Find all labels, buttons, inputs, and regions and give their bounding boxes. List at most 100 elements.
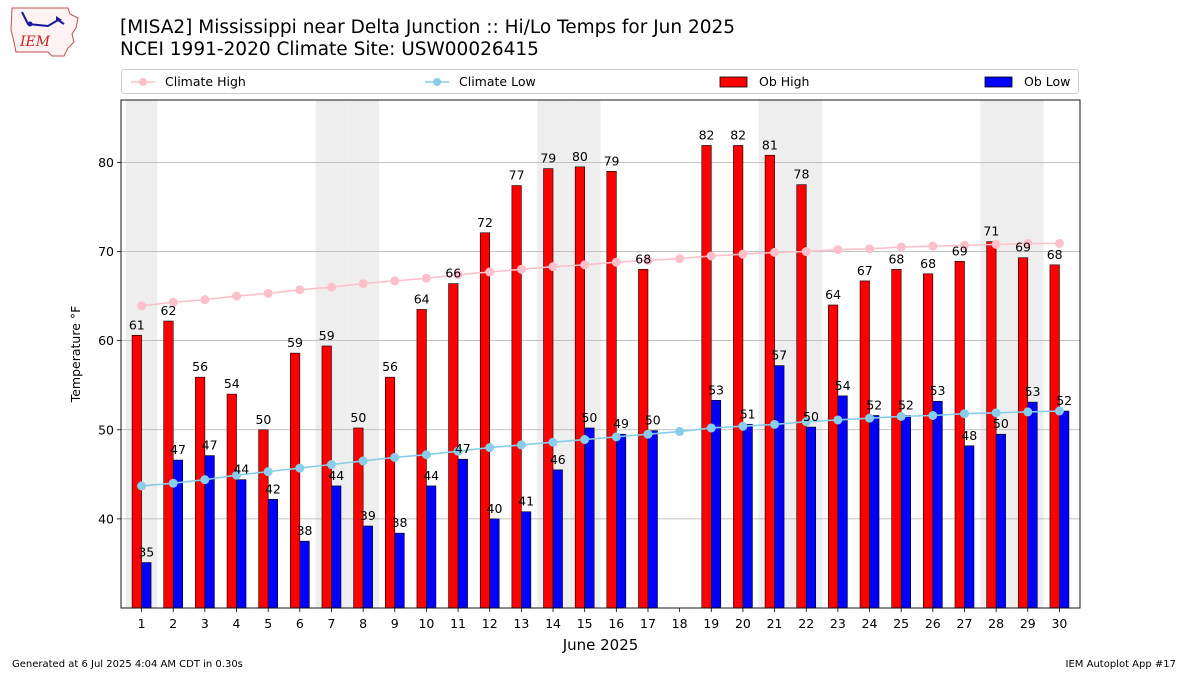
- x-tick-label: 22: [798, 616, 814, 631]
- climate-high-point: [295, 285, 305, 295]
- data-label-ob-high: 64: [414, 291, 430, 306]
- data-label-ob-high: 77: [509, 168, 525, 183]
- climate-low-point: [137, 481, 147, 491]
- bar-ob-high: [828, 304, 839, 609]
- legend-label: Climate Low: [459, 74, 536, 89]
- x-tick-label: 9: [391, 616, 399, 631]
- x-tick-label: 1: [138, 616, 146, 631]
- climate-high-point: [833, 245, 843, 255]
- bar-ob-high: [606, 170, 617, 609]
- data-label-ob-high: 64: [825, 287, 841, 302]
- plot-frame: [120, 99, 1081, 609]
- bar-ob-low: [964, 445, 975, 609]
- x-tick-label: 25: [893, 616, 909, 631]
- bar-ob-high: [923, 273, 934, 609]
- x-tick-label: 29: [1020, 616, 1036, 631]
- climate-low-point: [959, 409, 969, 419]
- legend-item-climate-high: Climate High: [131, 70, 246, 93]
- bar-ob-high: [226, 393, 237, 609]
- bar-ob-high: [733, 145, 744, 609]
- climate-low-point: [580, 435, 590, 445]
- climate-low-point: [390, 452, 400, 462]
- data-label-ob-high: 61: [129, 317, 145, 332]
- legend-label: Climate High: [165, 74, 246, 89]
- x-tick-label: 2: [169, 616, 177, 631]
- y-tick-label: 80: [98, 155, 114, 170]
- bar-ob-low: [1059, 410, 1070, 609]
- climate-high-point: [137, 301, 147, 311]
- bar-ob-low: [236, 479, 247, 609]
- data-label-ob-low: 48: [961, 428, 977, 443]
- climate-high-point: [675, 254, 685, 264]
- bar-ob-low: [869, 415, 880, 609]
- climate-low-point: [263, 467, 273, 477]
- data-label-ob-high: 56: [192, 359, 208, 374]
- bar-ob-high: [1017, 257, 1029, 609]
- data-label-ob-low: 52: [866, 397, 882, 412]
- climate-high-point: [263, 288, 273, 298]
- x-tick-label: 6: [296, 616, 304, 631]
- chart-subtitle: NCEI 1991-2020 Climate Site: USW00026415: [120, 39, 539, 60]
- climate-low-point: [232, 470, 242, 480]
- data-label-ob-high: 78: [794, 167, 810, 182]
- iem-logo: IEM: [10, 7, 79, 57]
- climate-low-point: [453, 446, 463, 456]
- climate-high-point: [390, 276, 400, 286]
- y-tick-label: 70: [98, 244, 114, 259]
- data-label-ob-high: 62: [161, 303, 177, 318]
- x-tick-label: 13: [513, 616, 529, 631]
- bar-ob-low: [362, 525, 373, 609]
- data-label-ob-low: 46: [550, 452, 566, 467]
- data-label-ob-low: 42: [265, 481, 281, 496]
- data-label-ob-high: 66: [445, 266, 461, 281]
- data-label-ob-low: 44: [328, 468, 344, 483]
- climate-high-point: [453, 270, 463, 280]
- climate-low-point: [1023, 407, 1033, 417]
- data-label-ob-low: 44: [233, 462, 249, 477]
- climate-low-point: [485, 443, 495, 453]
- data-label-ob-low: 35: [138, 545, 154, 560]
- y-axis-label: Temperature °F: [68, 306, 83, 404]
- climate-low-point: [865, 413, 875, 423]
- climate-high-point: [358, 279, 368, 289]
- x-tick-label: 17: [640, 616, 656, 631]
- x-tick-label: 3: [201, 616, 209, 631]
- x-tick-label: 27: [957, 616, 973, 631]
- data-label-ob-low: 41: [518, 494, 534, 509]
- data-label-ob-low: 49: [613, 416, 629, 431]
- data-label-ob-high: 79: [604, 153, 620, 168]
- bar-ob-high: [195, 376, 206, 609]
- x-tick-label: 23: [830, 616, 846, 631]
- climate-high-point: [168, 297, 178, 307]
- climate-high-point: [611, 257, 621, 267]
- data-label-ob-high: 82: [730, 127, 746, 142]
- climate-low-point: [833, 415, 843, 425]
- bar-ob-high: [290, 352, 301, 609]
- data-label-ob-high: 68: [920, 256, 936, 271]
- bar-ob-low: [267, 498, 278, 609]
- iem-logo-text: IEM: [19, 34, 51, 50]
- legend-label: Ob Low: [1024, 74, 1071, 89]
- bar-ob-low: [647, 430, 658, 609]
- climate-low-point: [421, 450, 431, 460]
- climate-high-point: [738, 249, 748, 259]
- climate-high-point: [643, 255, 653, 265]
- data-label-ob-high: 68: [1047, 247, 1063, 262]
- bar-ob-high: [479, 232, 491, 609]
- bar-ob-high: [638, 269, 649, 609]
- x-tick-label: 24: [862, 616, 878, 631]
- data-label-ob-low: 51: [740, 406, 756, 421]
- x-tick-label: 28: [988, 616, 1004, 631]
- data-label-ob-high: 56: [382, 359, 398, 374]
- climate-low-line: [141, 410, 1060, 487]
- data-label-ob-low: 47: [202, 438, 218, 453]
- data-label-ob-high: 72: [477, 215, 493, 230]
- x-tick-label: 30: [1051, 616, 1067, 631]
- data-label-ob-low: 38: [392, 515, 408, 530]
- climate-low-point: [770, 419, 780, 429]
- data-label-ob-low: 50: [581, 410, 597, 425]
- climate-low-point: [548, 437, 558, 447]
- data-label-ob-low: 38: [297, 523, 313, 538]
- data-label-ob-low: 47: [455, 441, 471, 456]
- data-label-ob-low: 53: [930, 383, 946, 398]
